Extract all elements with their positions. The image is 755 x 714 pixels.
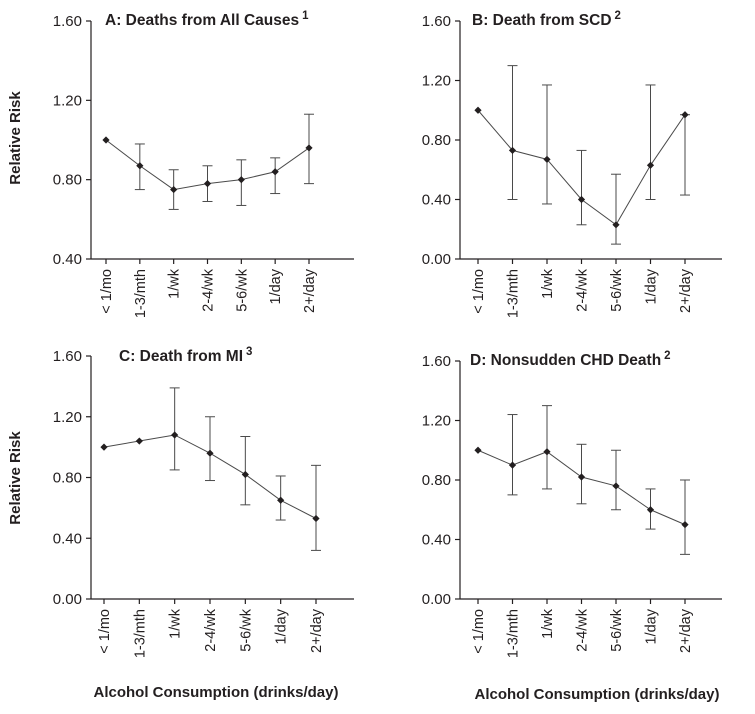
y-tick-label: 0.40 xyxy=(53,251,82,268)
chart-panel-a: 0.40 0.80 1.20 1.60 < 1/mo 1-3/mth 1/wk 2-4/wk 5… xyxy=(53,10,354,318)
x-axis-title: Alcohol Consumption (drinks/day) xyxy=(474,686,719,703)
y-tick-label: 0.80 xyxy=(422,472,451,489)
panel-title-superscript: 3 xyxy=(246,346,252,358)
x-tick-label: 2+/day xyxy=(302,268,318,313)
x-tick-label: 1/day xyxy=(644,608,660,644)
chart-panel-c: 0.00 0.40 0.80 1.20 1.60 < 1/mo 1-3/mth 1/wk 2-4… xyxy=(53,346,354,658)
chart-panel-b: 0.00 0.40 0.80 1.20 1.60 < 1/mo 1-3/mth 1/wk 2-4… xyxy=(422,10,722,318)
x-tick-label: 1/wk xyxy=(540,268,556,299)
data-point xyxy=(312,514,320,523)
y-tick-label: 1.20 xyxy=(53,92,82,109)
data-point xyxy=(203,180,212,188)
x-tick-label: 2+/day xyxy=(678,268,694,313)
y-tick-label: 0.80 xyxy=(53,470,82,487)
panel-title: C: Death from MI 3 xyxy=(119,346,252,365)
data-point xyxy=(271,168,279,176)
data-point xyxy=(136,162,144,170)
data-point xyxy=(646,161,655,169)
y-tick-label: 0.80 xyxy=(53,172,82,189)
data-point xyxy=(171,431,179,439)
panel-title-superscript: 2 xyxy=(615,10,621,22)
x-tick-label: 1-3/mth xyxy=(506,609,522,658)
x-tick-label: 1/wk xyxy=(167,268,183,299)
x-tick-label: 1/wk xyxy=(540,608,556,639)
x-axis-title: Alcohol Consumption (drinks/day) xyxy=(93,684,338,701)
y-tick-label: 0.00 xyxy=(53,591,82,608)
x-tick-label: 1-3/mth xyxy=(506,269,522,318)
data-point xyxy=(646,506,655,514)
x-tick-label: < 1/mo xyxy=(471,269,487,314)
panel-title: A: Deaths from All Causes 1 xyxy=(105,10,309,29)
data-point xyxy=(237,176,245,184)
panel-title-superscript: 2 xyxy=(664,350,670,362)
x-tick-label: 1-3/mth xyxy=(133,269,149,318)
data-point xyxy=(102,136,110,144)
data-point xyxy=(508,146,517,155)
data-point xyxy=(543,448,551,456)
data-point xyxy=(474,106,482,114)
x-tick-label: 2-4/wk xyxy=(201,268,217,311)
y-tick-label: 0.80 xyxy=(422,132,451,149)
x-tick-label: 1/day xyxy=(268,268,284,304)
data-point xyxy=(170,185,178,194)
y-axis-title: Relative Risk xyxy=(7,91,24,185)
chart-panel-d: 0.00 0.40 0.80 1.20 1.60 < 1/mo 1-3/mth 1/wk 2-4… xyxy=(422,350,722,658)
x-tick-label: 5-6/wk xyxy=(234,268,250,311)
panel-title: D: Nonsudden CHD Death 2 xyxy=(470,350,671,369)
y-tick-label: 1.20 xyxy=(422,413,451,430)
y-axis-title: Relative Risk xyxy=(7,431,24,525)
data-point xyxy=(305,144,313,152)
y-tick-label: 1.60 xyxy=(53,13,82,30)
y-tick-label: 1.60 xyxy=(422,353,451,370)
data-point xyxy=(206,449,214,457)
x-tick-label: 2-4/wk xyxy=(575,608,591,651)
x-tick-label: < 1/mo xyxy=(471,609,487,654)
y-tick-label: 0.40 xyxy=(422,192,451,209)
panel-title-text: B: Death from SCD xyxy=(472,12,612,29)
data-point xyxy=(135,437,143,445)
x-tick-label: 1/day xyxy=(644,268,660,304)
x-tick-label: 5-6/wk xyxy=(609,268,625,311)
y-tick-label: 1.60 xyxy=(422,13,451,30)
data-point xyxy=(681,111,689,119)
x-tick-label: 1/day xyxy=(274,608,290,644)
y-tick-label: 0.40 xyxy=(422,532,451,549)
x-tick-label: 1/wk xyxy=(168,608,184,639)
x-tick-label: < 1/mo xyxy=(99,269,115,314)
x-tick-label: 2-4/wk xyxy=(575,268,591,311)
data-point xyxy=(241,470,249,479)
x-tick-label: 5-6/wk xyxy=(238,608,254,651)
y-tick-label: 1.20 xyxy=(422,73,451,90)
data-point xyxy=(100,443,108,451)
data-point xyxy=(508,461,517,469)
y-tick-label: 1.60 xyxy=(53,348,82,365)
data-point xyxy=(474,446,482,454)
x-tick-label: 2+/day xyxy=(678,608,694,653)
x-tick-label: 5-6/wk xyxy=(609,608,625,651)
y-tick-label: 1.20 xyxy=(53,409,82,426)
panel-title-text: A: Deaths from All Causes xyxy=(105,12,299,29)
data-point xyxy=(277,496,285,504)
y-tick-label: 0.00 xyxy=(422,591,451,608)
x-tick-label: < 1/mo xyxy=(97,609,113,654)
y-tick-label: 0.40 xyxy=(53,530,82,547)
data-point xyxy=(577,473,586,481)
y-tick-label: 0.00 xyxy=(422,251,451,268)
x-tick-label: 2+/day xyxy=(309,608,325,653)
panel-title-text: C: Death from MI xyxy=(119,348,243,365)
data-point xyxy=(543,155,551,163)
x-tick-label: 1-3/mth xyxy=(132,609,148,658)
data-point xyxy=(612,221,620,229)
panel-title-superscript: 1 xyxy=(302,10,309,22)
panel-title: B: Death from SCD 2 xyxy=(472,10,621,29)
panel-title-text: D: Nonsudden CHD Death xyxy=(470,352,661,369)
data-point xyxy=(577,195,586,204)
data-point xyxy=(612,482,620,490)
data-point xyxy=(681,521,689,529)
x-tick-label: 2-4/wk xyxy=(203,608,219,651)
